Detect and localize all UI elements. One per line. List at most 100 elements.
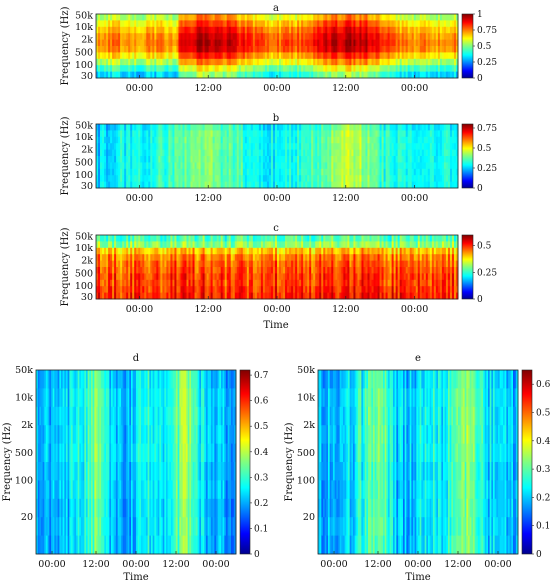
heatmap-cell	[381, 130, 384, 138]
heatmap-cell	[347, 175, 350, 182]
heatmap-cell	[210, 33, 214, 40]
heatmap-cell	[369, 65, 372, 72]
heatmap-cell	[321, 235, 324, 242]
heatmap-cell	[232, 20, 236, 28]
heatmap-cell	[309, 175, 312, 182]
heatmap-cell	[224, 181, 228, 189]
heatmap-cell	[262, 124, 266, 131]
heatmap-cell	[194, 46, 197, 53]
heatmap-cell	[341, 149, 344, 157]
heatmap-cell	[152, 279, 155, 287]
heatmap-cell	[409, 33, 413, 40]
heatmap-cell	[110, 156, 113, 163]
heatmap-cell	[287, 273, 290, 281]
heatmap-cell	[441, 156, 445, 163]
heatmap-cell	[200, 46, 203, 53]
heatmap-cell	[421, 168, 425, 176]
colorbar-tick-label: 0.5	[477, 144, 492, 154]
heatmap-cell	[172, 52, 175, 60]
heatmap-cell	[252, 267, 256, 274]
heatmap-cell	[385, 58, 389, 66]
heatmap-cell	[134, 267, 137, 274]
heatmap-cell	[293, 279, 296, 287]
heatmap-cell	[172, 247, 175, 255]
heatmap-cell	[170, 136, 173, 144]
heatmap-cell	[451, 175, 455, 182]
heatmap-cell	[144, 247, 147, 255]
heatmap-cell	[248, 136, 252, 144]
heatmap-cell	[345, 267, 348, 274]
heatmap-cell	[315, 168, 318, 176]
heatmap-cell	[399, 20, 403, 28]
heatmap-cell	[359, 156, 362, 163]
heatmap-cell	[150, 254, 153, 261]
heatmap-cell	[289, 235, 292, 242]
panel-a-colorbar: 10.750.50.250	[461, 10, 497, 84]
heatmap-cell	[242, 162, 246, 170]
heatmap-cell	[435, 58, 439, 66]
heatmap-cell	[289, 273, 292, 281]
heatmap-cell	[186, 162, 189, 170]
heatmap-cell	[132, 65, 135, 72]
heatmap-cell	[188, 235, 191, 242]
heatmap-cell	[206, 156, 210, 163]
heatmap-cell	[124, 136, 127, 144]
colorbar-tick-label: 0.5	[477, 42, 492, 52]
heatmap-cell	[148, 149, 151, 157]
heatmap-cell	[393, 14, 397, 21]
heatmap-cell	[134, 235, 137, 242]
heatmap-cell	[208, 235, 212, 242]
heatmap-cell	[295, 130, 298, 138]
heatmap-cell	[293, 52, 296, 60]
heatmap-cell	[305, 33, 308, 40]
heatmap-cell	[333, 241, 336, 249]
heatmap-cell	[327, 52, 330, 60]
heatmap-cell	[347, 33, 350, 40]
heatmap-cell	[154, 292, 157, 300]
heatmap-cell	[196, 292, 199, 300]
heatmap-cell	[279, 149, 282, 157]
heatmap-cell	[200, 20, 203, 28]
heatmap-cell	[240, 65, 244, 72]
heatmap-cell	[449, 149, 453, 157]
heatmap-cell	[270, 39, 274, 47]
heatmap-cell	[248, 260, 252, 268]
heatmap-cell	[323, 52, 326, 60]
heatmap-cell	[270, 175, 274, 182]
heatmap-cell	[435, 175, 439, 182]
heatmap-cell	[172, 136, 175, 144]
heatmap-cell	[120, 33, 123, 40]
heatmap-cell	[188, 168, 191, 176]
heatmap-cell	[451, 162, 455, 170]
heatmap-cell	[146, 143, 149, 150]
heatmap-cell	[174, 247, 177, 255]
heatmap-cell	[391, 168, 395, 176]
heatmap-cell	[164, 168, 167, 176]
heatmap-cell	[206, 260, 210, 268]
heatmap-cell	[226, 124, 230, 131]
heatmap-cell	[419, 39, 423, 47]
heatmap-cell	[96, 20, 99, 28]
heatmap-cell	[140, 136, 143, 144]
heatmap-cell	[283, 39, 286, 47]
heatmap-cell	[361, 168, 364, 176]
heatmap-cell	[311, 247, 314, 255]
heatmap-cell	[351, 124, 354, 131]
heatmap-cell	[134, 52, 137, 60]
heatmap-cell	[128, 14, 131, 21]
heatmap-cell	[136, 175, 139, 182]
heatmap-cell	[327, 267, 330, 274]
heatmap-cell	[188, 46, 191, 53]
heatmap-cell	[339, 52, 342, 60]
heatmap-cell	[260, 279, 264, 287]
heatmap-cell	[449, 168, 453, 176]
heatmap-cell	[313, 71, 316, 79]
heatmap-cell	[188, 14, 191, 21]
heatmap-cell	[118, 26, 121, 34]
heatmap-cell	[393, 71, 397, 79]
heatmap-cell	[435, 130, 439, 138]
heatmap-cell	[329, 260, 332, 268]
heatmap-cell	[301, 267, 304, 274]
heatmap-cell	[216, 175, 220, 182]
heatmap-cell	[132, 14, 135, 21]
